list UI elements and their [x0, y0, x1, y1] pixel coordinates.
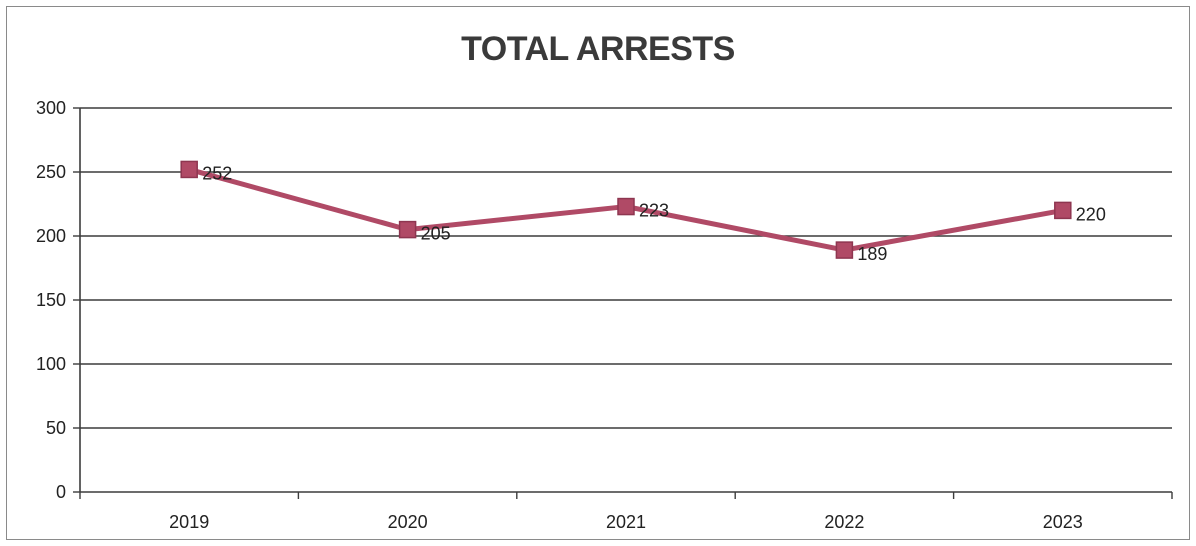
- data-point-marker: [180, 160, 198, 179]
- data-label: 189: [857, 244, 887, 264]
- x-tick-label: 2023: [1043, 512, 1083, 532]
- x-tick-label: 2021: [606, 512, 646, 532]
- y-tick-label: 50: [46, 418, 66, 438]
- data-point-marker: [617, 197, 635, 216]
- data-label: 223: [639, 201, 669, 221]
- y-axis-ticks: 0 50 100 150 200 250 300: [36, 98, 80, 502]
- data-labels: 252 205 223 189 220: [202, 163, 1106, 264]
- y-tick-label: 0: [56, 482, 66, 502]
- y-tick-label: 250: [36, 162, 66, 182]
- series-markers: [180, 160, 1072, 259]
- data-point-marker: [1054, 201, 1072, 220]
- chart-frame: [6, 6, 1190, 540]
- y-tick-label: 300: [36, 98, 66, 118]
- data-label: 252: [202, 163, 232, 183]
- data-label: 205: [421, 224, 451, 244]
- y-tick-label: 150: [36, 290, 66, 310]
- x-tick-label: 2020: [388, 512, 428, 532]
- x-axis-ticks: 2019 2020 2021 2022 2023: [79, 492, 1173, 532]
- y-tick-label: 200: [36, 226, 66, 246]
- data-point-marker: [835, 241, 854, 259]
- data-label: 220: [1076, 204, 1106, 224]
- data-point-marker: [398, 220, 417, 239]
- chart-title: TOTAL ARRESTS: [461, 30, 735, 68]
- gridlines: [80, 107, 1172, 429]
- x-tick-label: 2019: [169, 512, 209, 532]
- y-tick-label: 100: [36, 354, 66, 374]
- x-tick-label: 2022: [824, 512, 864, 532]
